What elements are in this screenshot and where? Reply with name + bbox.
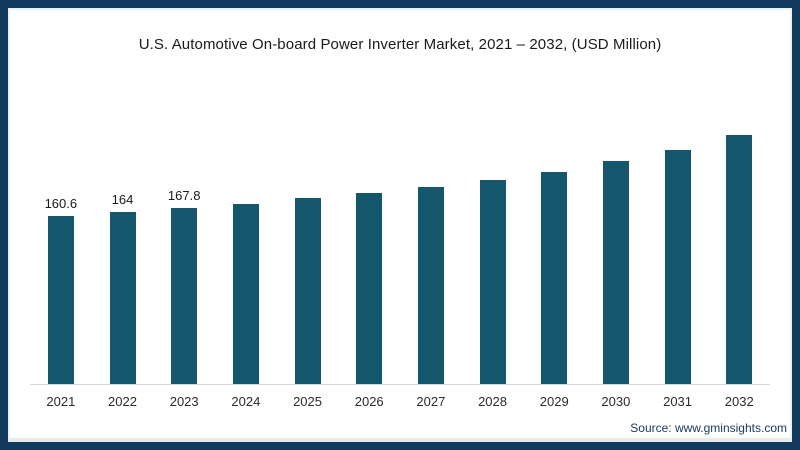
bar bbox=[356, 193, 383, 384]
x-axis-tick-label: 2021 bbox=[46, 394, 76, 409]
bar bbox=[664, 150, 691, 384]
x-axis-labels: 2021 2022 2023 2024 2025 2026 2027 2028 … bbox=[30, 385, 770, 409]
bar-column bbox=[400, 167, 462, 384]
bottom-strip bbox=[8, 438, 792, 442]
x-axis-tick-label: 2023 bbox=[169, 394, 199, 409]
bar bbox=[602, 161, 629, 384]
bar bbox=[294, 198, 321, 384]
x-axis-tick-label: 2026 bbox=[354, 394, 384, 409]
bar-column bbox=[215, 184, 277, 384]
bar-value-label: 160.6 bbox=[44, 196, 78, 211]
bar-value-label: 164 bbox=[111, 192, 134, 207]
x-axis-tick-label: 2027 bbox=[416, 394, 446, 409]
bar bbox=[541, 172, 568, 384]
bar-column bbox=[277, 178, 339, 384]
x-axis-tick-label: 2022 bbox=[108, 394, 137, 409]
bar bbox=[171, 208, 198, 384]
x-axis-tick-label: 2028 bbox=[478, 394, 507, 409]
source-label: Source: www.gminsights.com bbox=[630, 421, 787, 435]
x-axis-tick-label: 2029 bbox=[539, 394, 569, 409]
bar bbox=[232, 204, 259, 384]
bar bbox=[417, 187, 444, 384]
x-axis-tick-label: 2024 bbox=[231, 394, 261, 409]
x-axis-tick-label: 2032 bbox=[724, 394, 754, 409]
bars-row: 160.6 164 167.8 bbox=[30, 76, 770, 385]
bar-column bbox=[708, 115, 770, 384]
bar-column bbox=[462, 160, 524, 384]
chart-title: U.S. Automotive On-board Power Inverter … bbox=[138, 36, 662, 53]
x-axis-tick-label: 2031 bbox=[663, 394, 693, 409]
bar-column bbox=[338, 173, 400, 384]
bar bbox=[109, 212, 136, 384]
bar-column bbox=[523, 152, 585, 384]
bar-column: 167.8 bbox=[153, 188, 215, 384]
plot-area: 160.6 164 167.8 bbox=[30, 76, 770, 409]
x-axis-tick-label: 2030 bbox=[601, 394, 631, 409]
bar-column: 164 bbox=[92, 192, 154, 384]
bar-column bbox=[585, 141, 647, 384]
bar-column bbox=[647, 130, 709, 384]
bar-column: 160.6 bbox=[30, 196, 92, 384]
bar bbox=[47, 216, 74, 384]
bar bbox=[726, 135, 753, 384]
bar-value-label: 167.8 bbox=[167, 188, 201, 203]
x-axis-tick-label: 2025 bbox=[293, 394, 322, 409]
bar bbox=[479, 180, 506, 384]
